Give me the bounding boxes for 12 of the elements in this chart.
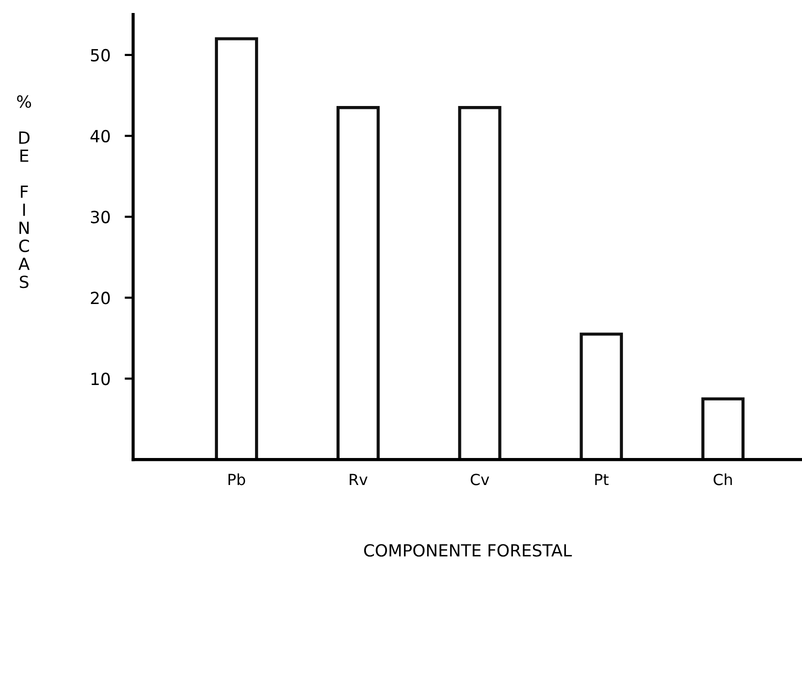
x-tick-label: Pt <box>595 474 609 486</box>
x-tick-label: Rv <box>350 474 368 486</box>
x-axis-title: COMPONENTE FORESTAL <box>364 544 572 557</box>
y-tick-label: 50 <box>90 48 110 62</box>
text: % DE FINCAS <box>17 95 32 288</box>
y-tick-label: 10 <box>92 372 110 386</box>
y-tick-label: 40 <box>90 130 110 142</box>
y-tick-label: 20 <box>90 292 110 304</box>
x-tick-label: Pb <box>228 473 246 486</box>
x-tick-label: Cv <box>470 474 490 486</box>
x-tick-label: Ch <box>714 473 732 486</box>
y-tick-label: 30 <box>90 210 110 224</box>
